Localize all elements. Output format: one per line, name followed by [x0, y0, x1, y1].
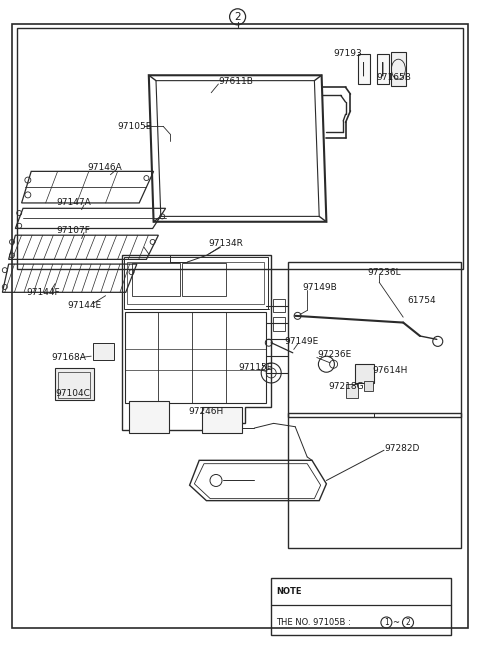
Bar	[124, 257, 268, 309]
Bar	[58, 372, 90, 398]
Text: 97107F: 97107F	[57, 226, 91, 235]
Bar	[273, 299, 285, 312]
Text: 97115E: 97115E	[239, 363, 273, 372]
Bar	[273, 317, 285, 331]
Text: 97168A: 97168A	[52, 353, 87, 362]
Text: 97611B: 97611B	[218, 77, 253, 87]
Bar	[288, 413, 461, 548]
Bar	[17, 28, 463, 269]
Text: 97147A: 97147A	[57, 198, 91, 208]
Text: 97165B: 97165B	[377, 73, 412, 82]
Bar	[129, 401, 169, 433]
Bar	[202, 407, 242, 433]
Text: 97144F: 97144F	[26, 288, 60, 297]
Text: 97236L: 97236L	[367, 267, 401, 277]
Bar	[132, 263, 180, 296]
Bar	[377, 54, 389, 84]
Text: 1: 1	[384, 618, 389, 627]
Bar	[364, 381, 373, 391]
Text: 97146A: 97146A	[88, 163, 122, 172]
Text: 97614H: 97614H	[372, 366, 408, 376]
Bar	[391, 52, 406, 86]
Text: 2: 2	[234, 12, 241, 22]
Text: 97134R: 97134R	[209, 239, 244, 249]
Bar	[125, 312, 266, 403]
Bar	[93, 343, 114, 360]
Bar	[355, 364, 374, 383]
Bar	[127, 262, 264, 304]
Text: 97282D: 97282D	[384, 444, 420, 453]
Text: 61754: 61754	[407, 296, 436, 305]
Text: 97236E: 97236E	[318, 350, 352, 360]
Bar	[182, 263, 226, 296]
Text: 97193: 97193	[334, 49, 362, 58]
Text: 2: 2	[406, 618, 410, 627]
Bar	[346, 384, 358, 398]
Text: 97149E: 97149E	[284, 337, 318, 346]
Bar	[271, 578, 451, 635]
Bar	[288, 262, 461, 417]
Text: ~: ~	[393, 618, 399, 627]
Text: 97218G: 97218G	[329, 382, 364, 391]
Bar	[358, 54, 370, 84]
Bar	[55, 368, 94, 400]
Text: NOTE: NOTE	[276, 587, 301, 596]
Text: THE NO. 97105B :: THE NO. 97105B :	[276, 618, 353, 627]
Text: 97144E: 97144E	[67, 301, 101, 310]
Text: 97246H: 97246H	[189, 407, 224, 416]
Text: 97149B: 97149B	[302, 283, 337, 292]
Text: 97104C: 97104C	[55, 388, 90, 398]
Text: 97105E: 97105E	[118, 122, 152, 131]
